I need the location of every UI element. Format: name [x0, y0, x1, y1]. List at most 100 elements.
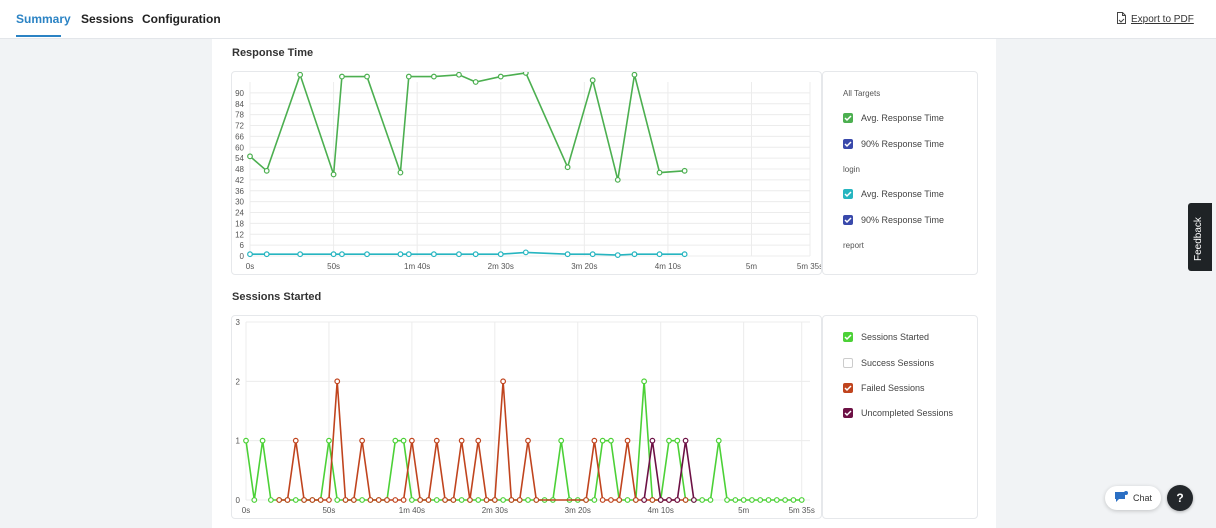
y-tick-label: 72: [235, 122, 244, 131]
y-tick-label: 84: [235, 100, 244, 109]
data-point: [608, 437, 614, 444]
data-point: [707, 497, 714, 503]
data-point: [649, 497, 656, 503]
legend-item-login-p90[interactable]: 90% Response Time: [843, 215, 944, 225]
x-tick-label: 3m 20s: [571, 262, 597, 271]
summary-content: Response Time 0 6 12 18 24 30 36 42 48 54 60 66 72 78…: [212, 39, 996, 528]
feedback-label: Feedback: [1193, 217, 1204, 261]
checkbox-checked-icon[interactable]: [843, 383, 853, 393]
legend-item-all-p90[interactable]: 90% Response Time: [843, 139, 944, 149]
data-point: [472, 251, 479, 258]
data-point: [525, 437, 531, 444]
data-point: [757, 497, 764, 503]
data-point: [334, 497, 341, 503]
data-point: [522, 70, 529, 76]
x-tick-label: 4m 10s: [655, 262, 681, 271]
data-point: [483, 497, 490, 503]
data-point: [558, 437, 565, 444]
data-point: [616, 497, 623, 503]
tab-configuration[interactable]: Configuration: [142, 12, 221, 26]
tab-summary[interactable]: Summary: [16, 12, 71, 26]
data-point: [456, 71, 462, 78]
sessions-chart-panel: 0 1 2 3 0s 50s 1m 40s 2m 30s 3m 20s 4m 10s 5m 5m 35…: [231, 315, 822, 519]
data-point: [405, 73, 412, 80]
data-point: [589, 77, 596, 84]
feedback-tab[interactable]: Feedback: [1188, 203, 1212, 271]
x-tick-label: 2m 30s: [488, 262, 514, 271]
data-point: [732, 497, 739, 503]
question-mark-icon: ?: [1176, 491, 1184, 505]
data-point: [649, 437, 656, 444]
data-point: [247, 153, 253, 160]
data-point: [367, 497, 374, 503]
data-point: [397, 251, 404, 258]
y-tick-label: 60: [235, 143, 244, 152]
y-tick-label: 0: [236, 496, 241, 505]
checkbox-checked-icon[interactable]: [843, 408, 853, 418]
checkbox-checked-icon[interactable]: [843, 113, 853, 123]
chat-label: Chat: [1132, 493, 1152, 503]
x-tick-label: 3m 20s: [565, 506, 591, 515]
checkbox-unchecked-icon[interactable]: [843, 358, 853, 368]
x-tick-label: 0s: [242, 506, 250, 515]
checkbox-checked-icon[interactable]: [843, 189, 853, 199]
chat-button[interactable]: Chat: [1105, 486, 1161, 510]
y-tick-label: 30: [235, 198, 244, 207]
response-time-chart-panel: 0 6 12 18 24 30 36 42 48 54 60 66 72 78 84 90 0s 50s 1m 40…: [231, 70, 823, 275]
active-tab-indicator: [16, 35, 61, 37]
data-point: [500, 497, 507, 503]
data-point: [699, 497, 706, 503]
data-point: [631, 71, 638, 78]
legend-item-uncompleted-sessions[interactable]: Uncompleted Sessions: [843, 408, 953, 418]
legend-item-success-sessions[interactable]: Success Sessions: [843, 358, 934, 368]
data-point: [682, 497, 689, 503]
legend-group-all-targets: All Targets: [843, 89, 881, 98]
data-point: [375, 497, 382, 503]
y-tick-label: 6: [240, 241, 245, 250]
x-tick-label: 1m 40s: [404, 262, 430, 271]
legend-item-all-avg[interactable]: Avg. Response Time: [843, 113, 944, 123]
y-tick-label: 54: [235, 154, 244, 163]
y-tick-label: 3: [236, 318, 241, 327]
y-tick-label: 90: [235, 89, 244, 98]
data-point: [740, 497, 747, 503]
data-point: [525, 497, 531, 503]
data-point: [339, 251, 345, 258]
series-failed-sessions: [276, 378, 689, 503]
export-pdf-label: Export to PDF: [1131, 14, 1194, 25]
legend-item-login-avg[interactable]: Avg. Response Time: [843, 189, 944, 199]
data-point: [631, 251, 638, 258]
data-point: [458, 497, 465, 503]
y-tick-label: 24: [235, 209, 244, 218]
export-pdf-link[interactable]: Export to PDF: [1116, 12, 1194, 27]
legend-item-sessions-started[interactable]: Sessions Started: [843, 332, 929, 342]
legend-item-failed-sessions[interactable]: Failed Sessions: [843, 383, 925, 393]
data-point: [417, 497, 424, 503]
tab-sessions[interactable]: Sessions: [81, 12, 134, 26]
checkbox-checked-icon[interactable]: [843, 332, 853, 342]
data-point: [522, 249, 529, 256]
data-point: [408, 437, 415, 444]
data-point: [330, 251, 337, 258]
legend-label: 90% Response Time: [861, 139, 945, 149]
data-point: [681, 167, 688, 174]
legend-label: Success Sessions: [861, 358, 935, 368]
data-point: [674, 437, 681, 444]
data-point: [330, 171, 337, 178]
data-point: [405, 251, 412, 258]
response-time-title: Response Time: [232, 47, 314, 59]
data-point: [533, 497, 540, 503]
data-point: [798, 497, 805, 503]
y-tick-label: 78: [235, 111, 244, 120]
checkbox-checked-icon[interactable]: [843, 215, 853, 225]
data-point: [516, 497, 523, 503]
series-line: [249, 72, 685, 181]
data-point: [350, 497, 357, 503]
checkbox-checked-icon[interactable]: [843, 139, 853, 149]
legend-label: Sessions Started: [861, 332, 930, 342]
data-point: [297, 251, 304, 258]
data-point: [475, 497, 482, 503]
legend-label: Uncompleted Sessions: [861, 408, 954, 418]
help-button[interactable]: ?: [1167, 485, 1193, 511]
data-point: [400, 437, 407, 444]
